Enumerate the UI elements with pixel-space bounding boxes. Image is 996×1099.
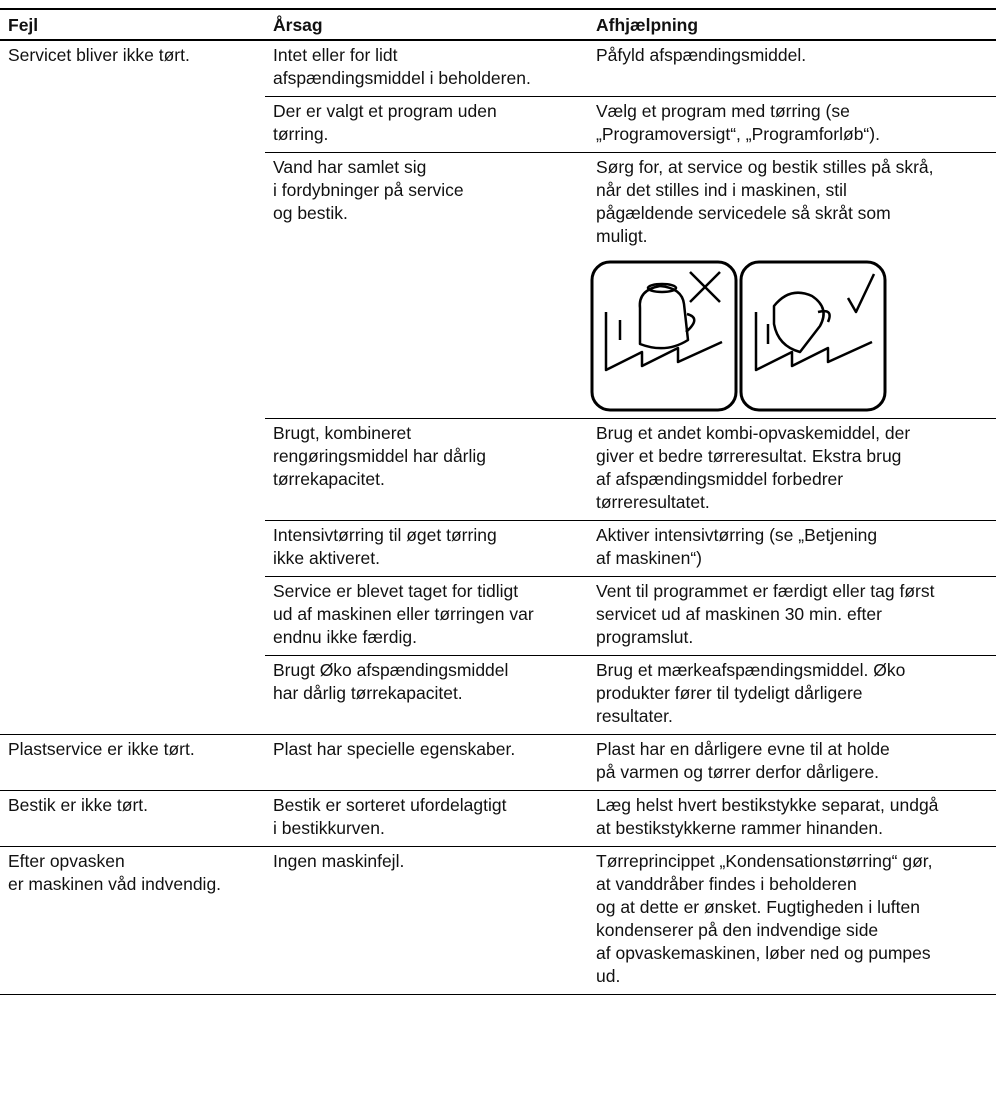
text-line: ud af maskinen eller tørringen var [273,604,534,624]
text-line: „Programoversigt“, „Programforløb“). [596,124,880,144]
cause-cell: Plast har specielle egenskaber. [265,734,588,791]
cause-cell: Brugt Øko afspændingsmiddel har dårlig tø… [265,655,588,735]
text-line: Service er blevet taget for tidligt [273,581,519,601]
remedy-cell: Aktiver intensivtørring (se „Betjening af… [588,520,996,577]
table-row: Servicet bliver ikke tørt. Intet eller fo… [0,39,996,735]
header-cell: Fejl [0,8,265,41]
header-cell: Årsag [265,8,588,41]
text-line: og at dette er ønsket. Fugtigheden i luf… [596,897,920,917]
table-row: Efter opvasken er maskinen våd indvendig.… [0,846,996,995]
text-line: i fordybninger på service [273,180,464,200]
text-line: endnu ikke færdig. [273,627,417,647]
text-line: er maskinen våd indvendig. [8,874,222,894]
text-line: tørreresultatet. [596,492,710,512]
text-line: resultater. [596,706,673,726]
text-line: Brugt Øko afspændingsmiddel [273,660,509,680]
header-row: Fejl Årsag Afhjælpning [0,8,996,41]
cause-cell: Service er blevet taget for tidligt ud af… [265,576,588,656]
table-row: Brugt Øko afspændingsmiddel har dårlig tø… [0,655,996,735]
remedy-cell: Brug et mærkeafspændingsmiddel. Øko produ… [588,655,996,735]
cause-cell: Der er valgt et program uden tørring. [265,96,588,153]
text-line: kondenserer på den indvendige side [596,920,879,940]
remedy-cell: Plast har en dårligere evne til at holde… [588,734,996,791]
cause-cell: Brugt, kombineret rengøringsmiddel har då… [265,418,588,521]
text-line: ikke aktiveret. [273,548,380,568]
text-line: programslut. [596,627,694,647]
remedy-cell: Brug et andet kombi-opvaskemiddel, der gi… [588,418,996,521]
text-line: har dårlig tørrekapacitet. [273,683,463,703]
table-row: Der er valgt et program uden tørring. Vælg… [0,96,996,153]
table-row: Service er blevet taget for tidligt ud af… [0,576,996,656]
cause-cell: Intensivtørring til øget tørring ikke akt… [265,520,588,577]
text-line: ud. [596,966,621,986]
drying-illustration [590,260,887,412]
header-cell: Afhjælpning [588,8,996,41]
cause-cell: Intet eller for lidt afspændingsmiddel i … [265,39,588,97]
table-row: Vand har samlet sig i fordybninger på ser… [0,152,996,419]
remedy-cell: Vent til programmet er færdigt eller tag… [588,576,996,656]
text-line: at vanddråber findes i beholderen [596,874,857,894]
text-line: produkter fører til tydeligt dårligere [596,683,863,703]
fault-cell: Bestik er ikke tørt. [0,790,265,847]
text-line: Vælg et program med tørring (se [596,101,850,121]
remedy-cell: Sørg for, at service og bestik stilles p… [588,152,996,419]
text-line: Aktiver intensivtørring (se „Betjening [596,525,878,545]
text-line: Plastservice er ikke tørt. [8,739,195,759]
text-line: Vent til programmet er færdigt eller tag… [596,581,935,601]
text-line: i bestikkurven. [273,818,385,838]
fault-cell: Servicet bliver ikke tørt. [0,39,265,735]
text-line: Efter opvasken [8,851,125,871]
text-line: og bestik. [273,203,348,223]
text-line: Servicet bliver ikke tørt. [8,45,190,65]
text-line: Brug et andet kombi-opvaskemiddel, der [596,423,911,443]
text-line: Tørreprincippet „Kondensationstørring“ g… [596,851,933,871]
text-line: Brug et mærkeafspændingsmiddel. Øko [596,660,906,680]
text-line: af maskinen“) [596,548,703,568]
cause-cell: Bestik er sorteret ufordelagtigt i bestik… [265,790,588,847]
text-line: Plast har en dårligere evne til at holde [596,739,890,759]
text-line: at bestikstykkerne rammer hinanden. [596,818,883,838]
text-line: Brugt, kombineret [273,423,412,443]
text-line: afspændingsmiddel i beholderen. [273,68,531,88]
text-line: Plast har specielle egenskaber. [273,739,516,759]
text-line: Ingen maskinfejl. [273,851,405,871]
text-line: pågældende servicedele så skråt som [596,203,891,223]
text-line: tørrekapacitet. [273,469,385,489]
text-line: Vand har samlet sig [273,157,427,177]
text-line: muligt. [596,226,648,246]
text-line: tørring. [273,124,329,144]
text-line: giver et bedre tørreresultat. Ekstra bru… [596,446,902,466]
table-row: Intensivtørring til øget tørring ikke akt… [0,520,996,577]
text-line: af opvaskemaskinen, løber ned og pumpes [596,943,931,963]
fault-cell: Plastservice er ikke tørt. [0,734,265,791]
text-line: Påfyld afspændingsmiddel. [596,45,807,65]
text-line: Intensivtørring til øget tørring [273,525,497,545]
table-row: Plastservice er ikke tørt. Plast har spec… [0,734,996,791]
fault-cell: Efter opvasken er maskinen våd indvendig. [0,846,265,995]
cause-cell: Vand har samlet sig i fordybninger på ser… [265,152,588,419]
table-row: Bestik er ikke tørt. Bestik er sorteret u… [0,790,996,847]
text-line: Sørg for, at service og bestik stilles p… [596,157,934,177]
text-line: på varmen og tørrer derfor dårligere. [596,762,880,782]
text-line: rengøringsmiddel har dårlig [273,446,487,466]
text-line: når det stilles ind i maskinen, stil [596,180,847,200]
remedy-cell: Læg helst hvert bestikstykke separat, un… [588,790,996,847]
text-line: af afspændingsmiddel forbedrer [596,469,844,489]
remedy-cell: Påfyld afspændingsmiddel. [588,39,996,97]
text-line: Intet eller for lidt [273,45,398,65]
troubleshooting-table: Fejl Årsag Afhjælpning Servicet bliver i… [0,8,996,995]
table-row: Brugt, kombineret rengøringsmiddel har då… [0,418,996,521]
text-line: Der er valgt et program uden [273,101,497,121]
remedy-cell: Tørreprincippet „Kondensationstørring“ g… [588,846,996,995]
text-line: Bestik er ikke tørt. [8,795,149,815]
text-line: servicet ud af maskinen 30 min. efter [596,604,882,624]
remedy-cell: Vælg et program med tørring (se „Programo… [588,96,996,153]
text-line: Bestik er sorteret ufordelagtigt [273,795,507,815]
text-line: Læg helst hvert bestikstykke separat, un… [596,795,939,815]
cause-cell: Ingen maskinfejl. [265,846,588,995]
